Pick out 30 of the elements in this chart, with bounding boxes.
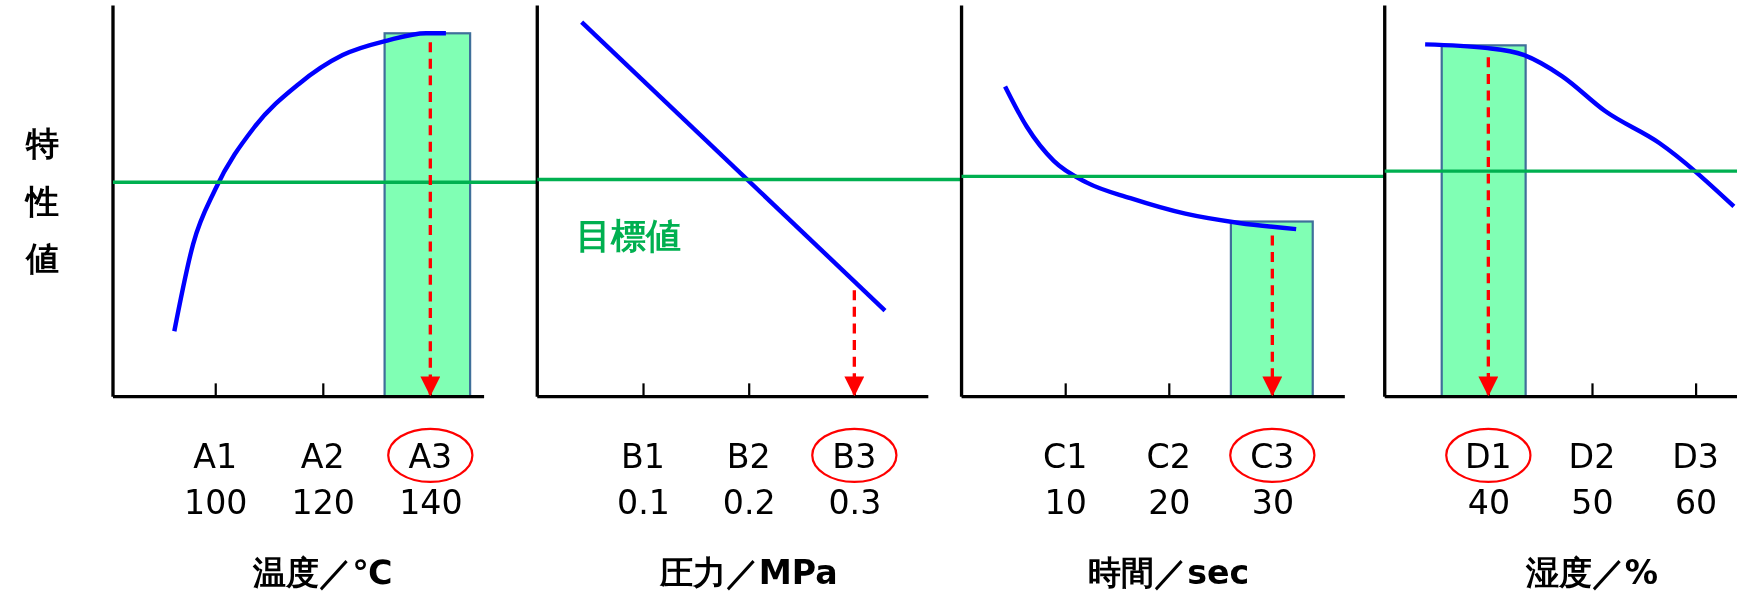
y-axis-title: 特性値 [23,124,59,279]
x-tick-label: 50 [1571,483,1614,523]
x-tick-label: 30 [1251,483,1295,523]
x-tick-label: 100 [184,483,248,523]
text: D2 [1568,436,1616,476]
x-axis-title: 温度／℃ [252,552,393,592]
text: C3 [1250,436,1295,476]
x-tick-label: 140 [399,483,463,523]
text: C1 [1042,436,1088,476]
x-tick-label: 0.3 [828,483,882,523]
text: B3 [832,436,877,476]
x-tick-label: 120 [291,483,356,523]
text: B1 [620,436,665,476]
x-tick-label: 20 [1148,483,1191,523]
x-axis-title: 圧力／MPa [658,552,838,592]
x-tick-label: 40 [1467,483,1511,523]
ref-line-label: 目標値 [576,215,682,257]
text: B2 [726,436,771,476]
text: D3 [1672,436,1719,476]
x-axis-title: 時間／sec [1088,552,1250,592]
x-tick-label: 0.1 [617,483,670,523]
text: A2 [300,436,345,476]
text: A3 [408,436,453,476]
text: D1 [1464,436,1512,476]
text: A1 [193,436,238,476]
x-tick-label: 0.2 [722,483,776,523]
text: C2 [1146,436,1191,476]
x-tick-label: 10 [1044,483,1087,523]
x-axis-title: 湿度／% [1524,552,1659,592]
x-tick-label: 60 [1674,483,1718,523]
